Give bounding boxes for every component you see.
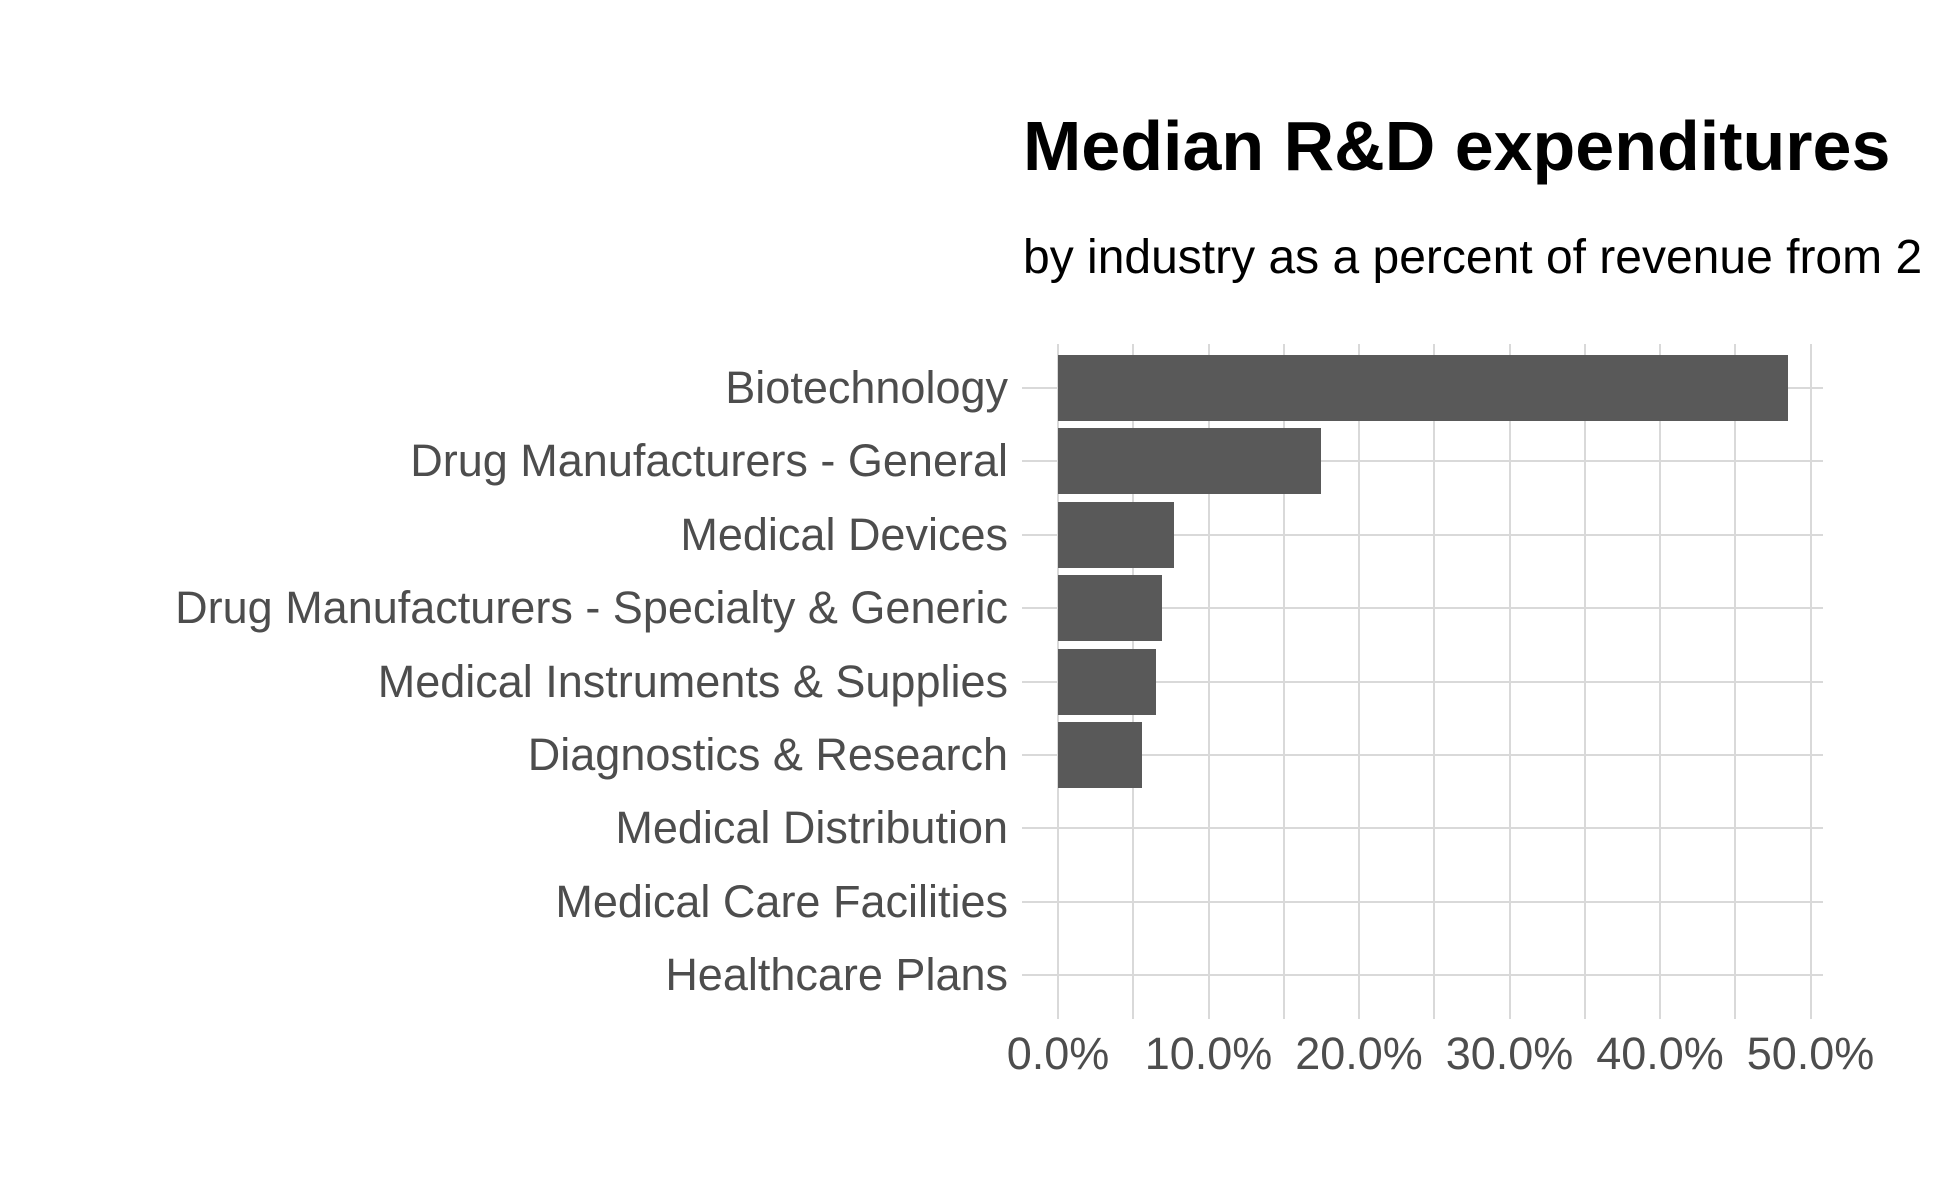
y-axis-label: Medical Care Facilities: [555, 875, 1008, 927]
x-axis-label: 0.0%: [1006, 1028, 1110, 1079]
y-axis-label: Healthcare Plans: [665, 948, 1008, 1000]
x-axis-label: 50.0%: [1746, 1028, 1875, 1079]
y-axis-label: Medical Distribution: [615, 802, 1008, 854]
y-axis-label: Drug Manufacturers - General: [410, 435, 1008, 487]
x-axis-label: 40.0%: [1596, 1028, 1724, 1079]
gridline-y: [1022, 680, 1823, 683]
bar: [1058, 501, 1174, 568]
y-axis-label: Drug Manufacturers - Specialty & Generic: [175, 582, 1008, 634]
bar: [1058, 721, 1143, 788]
y-axis-label: Medical Instruments & Supplies: [377, 655, 1008, 707]
gridline-y: [1022, 533, 1823, 536]
gridline-y: [1022, 827, 1823, 830]
y-axis-label: Medical Devices: [680, 508, 1008, 560]
bar: [1058, 355, 1788, 422]
chart-subtitle: by industry as a percent of revenue from…: [1023, 231, 1923, 284]
chart-title: Median R&D expenditures: [1023, 107, 1891, 185]
gridline-y: [1022, 607, 1823, 610]
bar: [1058, 648, 1156, 715]
gridline-y: [1022, 753, 1823, 756]
gridline-y: [1022, 460, 1823, 463]
gridline-y: [1022, 973, 1823, 976]
x-axis-label: 20.0%: [1295, 1028, 1423, 1079]
bar: [1058, 575, 1162, 642]
gridline-y: [1022, 900, 1823, 903]
y-axis-label: Biotechnology: [725, 362, 1008, 414]
x-axis-label: 30.0%: [1445, 1028, 1574, 1079]
bar: [1058, 428, 1322, 495]
x-axis-label: 10.0%: [1144, 1028, 1273, 1079]
plot-panel: [1022, 344, 1823, 1019]
y-axis-label: Diagnostics & Research: [527, 728, 1008, 780]
